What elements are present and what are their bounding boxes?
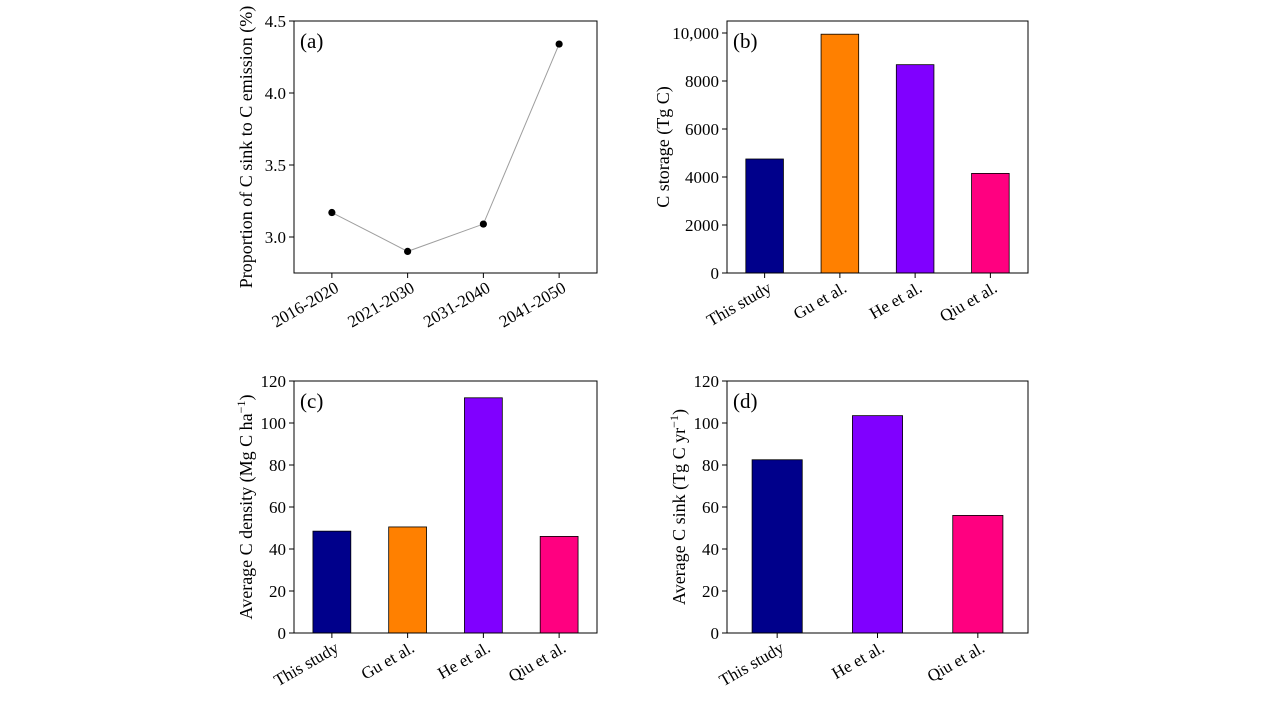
bar-c-2 [464, 397, 503, 634]
ytick-label-a-0: 3.0 [265, 228, 286, 247]
ytick-label-d-4: 80 [702, 456, 719, 475]
ytick-label-c-1: 20 [269, 582, 286, 601]
panel-label-d: (d) [733, 389, 758, 413]
bar-b-1 [820, 33, 860, 274]
y-axis-label-c: Average C density (Mg C ha−1) [234, 395, 257, 620]
y-axis-label-b: C storage (Tg C) [653, 86, 674, 207]
ytick-label-c-4: 80 [269, 456, 286, 475]
ytick-label-b-4: 8000 [685, 72, 719, 91]
xtick-label-a-3: 2041-2050 [496, 278, 569, 331]
plot-frame-a [293, 20, 598, 274]
panel-a: 3.0 3.5 4.0 4.5 2016-2020 2021-2030 2031-2040 2… [236, 6, 598, 331]
ytick-label-d-5: 100 [694, 414, 720, 433]
xtick-label-c-1: Gu et al. [358, 638, 418, 683]
xtick-label-b-3: Qiu et al. [936, 278, 1000, 326]
xtick-label-d-1: He et al. [829, 638, 888, 683]
bar-c-1 [388, 526, 427, 634]
xtick-label-d-0: This study [716, 638, 788, 690]
y-axis-label-d: Average C sink (Tg C yr−1) [667, 409, 690, 605]
xtick-label-b-1: Gu et al. [790, 278, 850, 323]
y-axis-label-end-d: ) [669, 409, 690, 415]
y-axis-label-main-b: C storage (Tg C) [653, 86, 674, 207]
point-a-2 [479, 220, 487, 228]
bar-d-2 [952, 515, 1004, 634]
ytick-label-c-3: 60 [269, 498, 286, 517]
panel-b: 0 2000 4000 6000 8000 10,000 This study Gu et a… [653, 20, 1029, 330]
y-axis-label-a: Proportion of C sink to C emission (%) [236, 6, 257, 289]
ytick-label-c-6: 120 [261, 372, 287, 391]
ytick-label-c-0: 0 [278, 624, 287, 643]
series-line-a [331, 43, 560, 252]
ytick-label-c-2: 40 [269, 540, 286, 559]
xtick-label-d-2: Qiu et al. [924, 638, 988, 686]
bar-b-3 [971, 172, 1010, 274]
ytick-label-d-3: 60 [702, 498, 719, 517]
ytick-label-c-5: 100 [261, 414, 287, 433]
ytick-label-a-1: 3.5 [265, 156, 286, 175]
ytick-label-b-3: 6000 [685, 120, 719, 139]
panel-label-b: (b) [733, 29, 758, 53]
ytick-label-a-3: 4.5 [265, 12, 286, 31]
point-a-0 [328, 208, 336, 217]
ytick-label-d-6: 120 [694, 372, 720, 391]
point-a-1 [404, 247, 412, 255]
y-axis-label-main-d: Average C sink (Tg C yr [669, 428, 690, 605]
panel-c: 0 20 40 60 80 100 120 This study Gu et al. He et … [234, 372, 598, 690]
y-axis-label-sup-d: −1 [667, 415, 681, 428]
ytick-label-d-2: 40 [702, 540, 719, 559]
point-a-3 [555, 40, 563, 48]
bar-d-1 [852, 415, 903, 634]
bar-c-3 [539, 536, 579, 634]
bar-c-0 [312, 530, 352, 634]
ytick-label-d-1: 20 [702, 582, 719, 601]
xtick-label-a-1: 2021-2030 [344, 278, 417, 331]
y-axis-label-sup-c: −1 [234, 401, 248, 414]
ytick-label-b-1: 2000 [685, 216, 719, 235]
xtick-label-a-0: 2016-2020 [269, 278, 342, 331]
ytick-label-b-2: 4000 [685, 168, 719, 187]
panel-label-c: (c) [300, 389, 323, 413]
ytick-label-b-5: 10,000 [672, 24, 719, 43]
xtick-label-c-3: Qiu et al. [505, 638, 569, 686]
y-axis-label-main-c: Average C density (Mg C ha [236, 413, 257, 619]
xtick-label-b-2: He et al. [866, 278, 925, 323]
bar-b-2 [895, 64, 935, 274]
panel-label-a: (a) [300, 29, 323, 53]
bar-b-0 [745, 158, 784, 274]
xtick-label-c-2: He et al. [434, 638, 493, 683]
plot-frame-b [726, 20, 1029, 274]
y-axis-label-end-c: ) [236, 395, 257, 401]
panel-d: 0 20 40 60 80 100 120 This study He et al. Qiu et… [667, 372, 1029, 690]
xtick-label-a-2: 2031-2040 [420, 278, 493, 331]
xtick-label-b-0: This study [703, 278, 775, 330]
y-axis-label-main-a: Proportion of C sink to C emission (%) [236, 6, 257, 289]
ytick-label-a-2: 4.0 [265, 84, 286, 103]
xtick-label-c-0: This study [271, 638, 343, 690]
bar-d-0 [751, 459, 803, 634]
ytick-label-d-0: 0 [711, 624, 720, 643]
ytick-label-b-0: 0 [711, 264, 720, 283]
